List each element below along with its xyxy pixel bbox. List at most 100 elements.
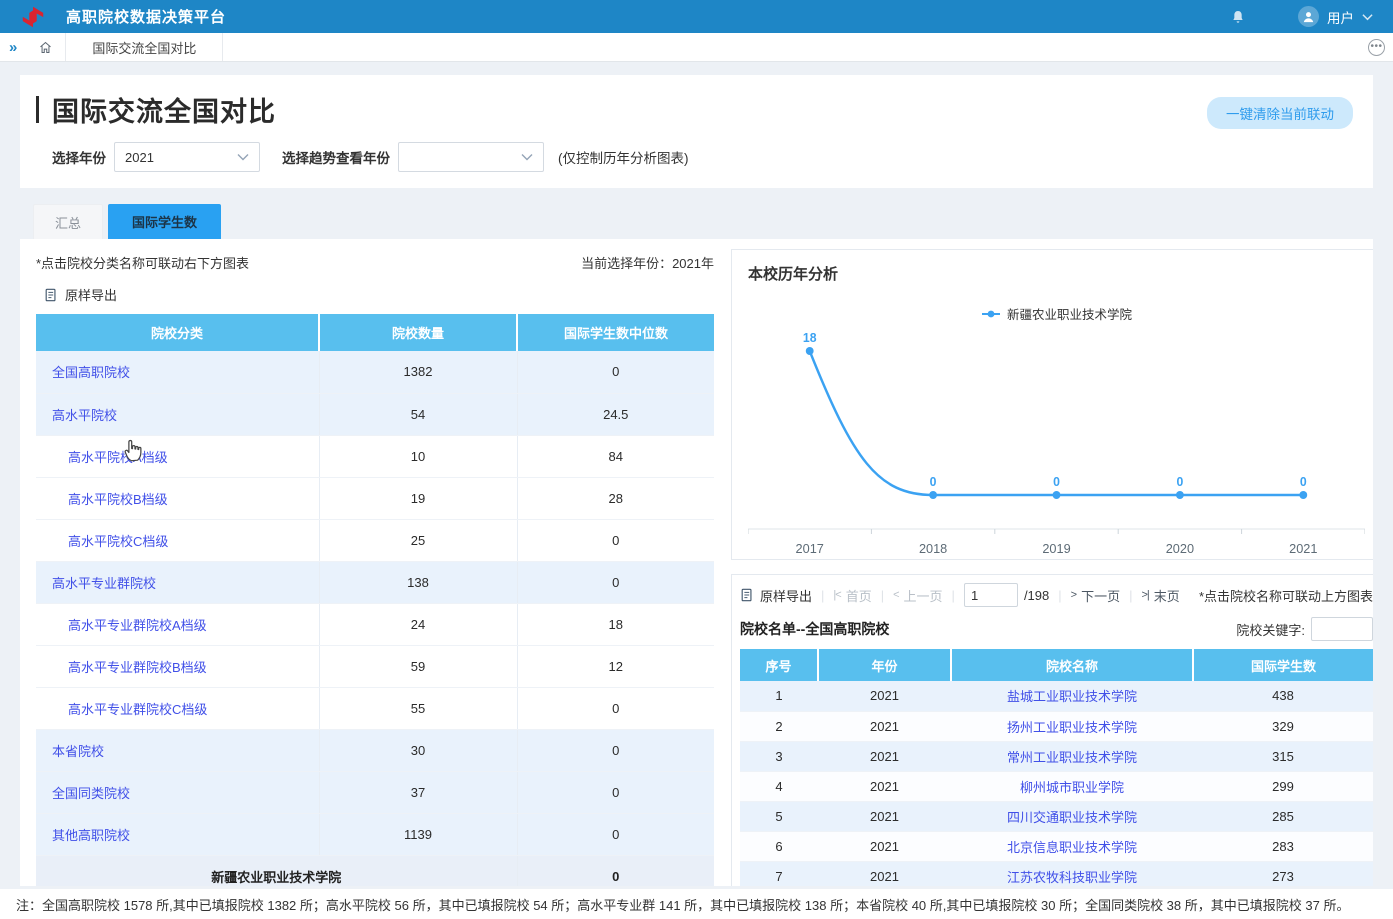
category-link[interactable]: 高水平专业群院校C档级 bbox=[68, 702, 207, 717]
keyword-input[interactable] bbox=[1311, 617, 1373, 641]
content-tabs: 汇总 国际学生数 bbox=[20, 204, 1373, 239]
svg-text:18: 18 bbox=[803, 331, 817, 345]
keyword-label: 院校关键字: bbox=[1236, 620, 1305, 639]
college-link[interactable]: 四川交通职业技术学院 bbox=[1007, 810, 1137, 825]
category-link[interactable]: 本省院校 bbox=[52, 744, 104, 759]
clear-linkage-button[interactable]: 一键清除当前联动 bbox=[1207, 97, 1353, 129]
trend-panel-title: 本校历年分析 bbox=[748, 263, 1365, 284]
category-link[interactable]: 高水平院校C档级 bbox=[68, 534, 168, 549]
svg-text:2021: 2021 bbox=[1289, 541, 1317, 556]
category-panel: *点击院校分类名称可联动右下方图表 当前选择年份：2021年 原样导出 院校分类… bbox=[36, 249, 714, 886]
row-index-cell: 5 bbox=[740, 801, 818, 831]
trend-year-select[interactable] bbox=[398, 142, 544, 172]
year-filter-label: 选择年份 bbox=[52, 147, 106, 167]
category-table-row: 全国高职院校 1382 0 bbox=[36, 351, 714, 393]
user-menu[interactable]: 用户 bbox=[1298, 6, 1373, 27]
students-cell: 329 bbox=[1193, 711, 1373, 741]
trend-year-filter-label: 选择趋势查看年份 bbox=[282, 147, 390, 167]
chevron-down-icon bbox=[237, 153, 249, 161]
category-link[interactable]: 高水平专业群院校B档级 bbox=[68, 660, 207, 675]
college-count-cell: 37 bbox=[319, 771, 517, 813]
app-title: 高职院校数据决策平台 bbox=[66, 6, 226, 27]
students-cell: 285 bbox=[1193, 801, 1373, 831]
chart-legend[interactable]: 新疆农业职业技术学院 bbox=[748, 304, 1365, 323]
college-link[interactable]: 北京信息职业技术学院 bbox=[1007, 840, 1137, 855]
next-page-icon: > bbox=[1071, 589, 1076, 601]
user-menu-chevron-icon bbox=[1362, 13, 1373, 21]
college-link[interactable]: 常州工业职业技术学院 bbox=[1007, 750, 1137, 765]
pager-last-button[interactable]: >|末页 bbox=[1141, 586, 1179, 605]
category-table-row: 本省院校 30 0 bbox=[36, 729, 714, 771]
college-link[interactable]: 柳州城市职业学院 bbox=[1020, 780, 1124, 795]
college-count-cell: 25 bbox=[319, 519, 517, 561]
median-cell: 0 bbox=[517, 771, 714, 813]
median-cell: 0 bbox=[517, 729, 714, 771]
category-link[interactable]: 高水平院校 bbox=[52, 408, 117, 423]
nav-tabstrip: » 国际交流全国对比 ••• bbox=[0, 33, 1393, 62]
collapse-menu-icon[interactable]: » bbox=[0, 39, 26, 56]
students-cell: 299 bbox=[1193, 771, 1373, 801]
nav-tab-current-page[interactable]: 国际交流全国对比 bbox=[65, 33, 223, 61]
list-title: 院校名单--全国高职院校 bbox=[740, 619, 889, 639]
legend-line-marker-icon bbox=[981, 309, 1001, 319]
trend-line-chart[interactable]: 20172018201920202021180000 bbox=[748, 329, 1365, 561]
year-cell: 2021 bbox=[818, 801, 951, 831]
category-link[interactable]: 高水平专业群院校A档级 bbox=[68, 618, 207, 633]
export-button-list[interactable]: 原样导出 bbox=[740, 586, 812, 605]
svg-text:2019: 2019 bbox=[1042, 541, 1070, 556]
tab-international-students[interactable]: 国际学生数 bbox=[108, 204, 221, 239]
college-count-cell: 1139 bbox=[319, 813, 517, 855]
college-list-row: 6 2021 北京信息职业技术学院 283 bbox=[740, 831, 1373, 861]
college-list-row: 7 2021 江苏农牧科技职业学院 273 bbox=[740, 861, 1373, 886]
college-link[interactable]: 盐城工业职业技术学院 bbox=[1007, 689, 1137, 704]
tab-summary[interactable]: 汇总 bbox=[33, 204, 103, 239]
main-card: *点击院校分类名称可联动右下方图表 当前选择年份：2021年 原样导出 院校分类… bbox=[20, 239, 1373, 886]
svg-text:2017: 2017 bbox=[796, 541, 824, 556]
year-select[interactable]: 2021 bbox=[114, 142, 260, 172]
export-file-icon bbox=[740, 588, 754, 602]
students-cell: 438 bbox=[1193, 681, 1373, 711]
college-count-cell: 59 bbox=[319, 645, 517, 687]
category-table-row: 其他高职院校 1139 0 bbox=[36, 813, 714, 855]
chevron-down-icon bbox=[521, 153, 533, 161]
category-table-row: 高水平院校 54 24.5 bbox=[36, 393, 714, 435]
median-cell: 0 bbox=[517, 813, 714, 855]
college-list-row: 1 2021 盐城工业职业技术学院 438 bbox=[740, 681, 1373, 711]
median-cell: 84 bbox=[517, 435, 714, 477]
svg-text:0: 0 bbox=[930, 475, 937, 489]
pager-first-button[interactable]: |<首页 bbox=[833, 586, 871, 605]
year-cell: 2021 bbox=[818, 681, 951, 711]
college-link[interactable]: 江苏农牧科技职业学院 bbox=[1007, 870, 1137, 885]
page-total-label: /198 bbox=[1024, 588, 1049, 603]
category-link[interactable]: 其他高职院校 bbox=[52, 828, 130, 843]
category-link[interactable]: 高水平专业群院校 bbox=[52, 576, 156, 591]
category-table-header: 院校分类 院校数量 国际学生数中位数 bbox=[36, 314, 714, 351]
category-link[interactable]: 高水平院校B档级 bbox=[68, 492, 168, 507]
category-link[interactable]: 全国同类院校 bbox=[52, 786, 130, 801]
row-index-cell: 6 bbox=[740, 831, 818, 861]
summary-median: 0 bbox=[517, 855, 714, 886]
svg-text:0: 0 bbox=[1300, 475, 1307, 489]
category-link[interactable]: 高水平院校A档级 bbox=[68, 450, 168, 465]
college-count-cell: 19 bbox=[319, 477, 517, 519]
user-label: 用户 bbox=[1327, 7, 1354, 27]
summary-row: 新疆农业职业技术学院 0 bbox=[36, 855, 714, 886]
notification-bell-icon[interactable] bbox=[1230, 9, 1246, 25]
export-file-icon bbox=[44, 288, 58, 302]
home-icon[interactable] bbox=[26, 40, 65, 55]
category-link[interactable]: 全国高职院校 bbox=[52, 365, 130, 380]
median-cell: 0 bbox=[517, 351, 714, 393]
footer-note: 注：全国高职院校 1578 所,其中已填报院校 1382 所；高水平院校 56 … bbox=[0, 889, 1393, 919]
college-count-cell: 55 bbox=[319, 687, 517, 729]
college-link[interactable]: 扬州工业职业技术学院 bbox=[1007, 720, 1137, 735]
export-button-left[interactable]: 原样导出 bbox=[44, 285, 714, 304]
last-page-icon: >| bbox=[1141, 589, 1148, 601]
pager-next-button[interactable]: >下一页 bbox=[1071, 586, 1120, 605]
year-cell: 2021 bbox=[818, 771, 951, 801]
median-cell: 18 bbox=[517, 603, 714, 645]
more-actions-icon[interactable]: ••• bbox=[1368, 39, 1385, 56]
pager-prev-button[interactable]: <上一页 bbox=[893, 586, 942, 605]
svg-text:2018: 2018 bbox=[919, 541, 947, 556]
trend-chart-panel: 本校历年分析 新疆农业职业技术学院 2017201820192020202118… bbox=[731, 249, 1373, 560]
page-number-input[interactable] bbox=[964, 583, 1018, 607]
